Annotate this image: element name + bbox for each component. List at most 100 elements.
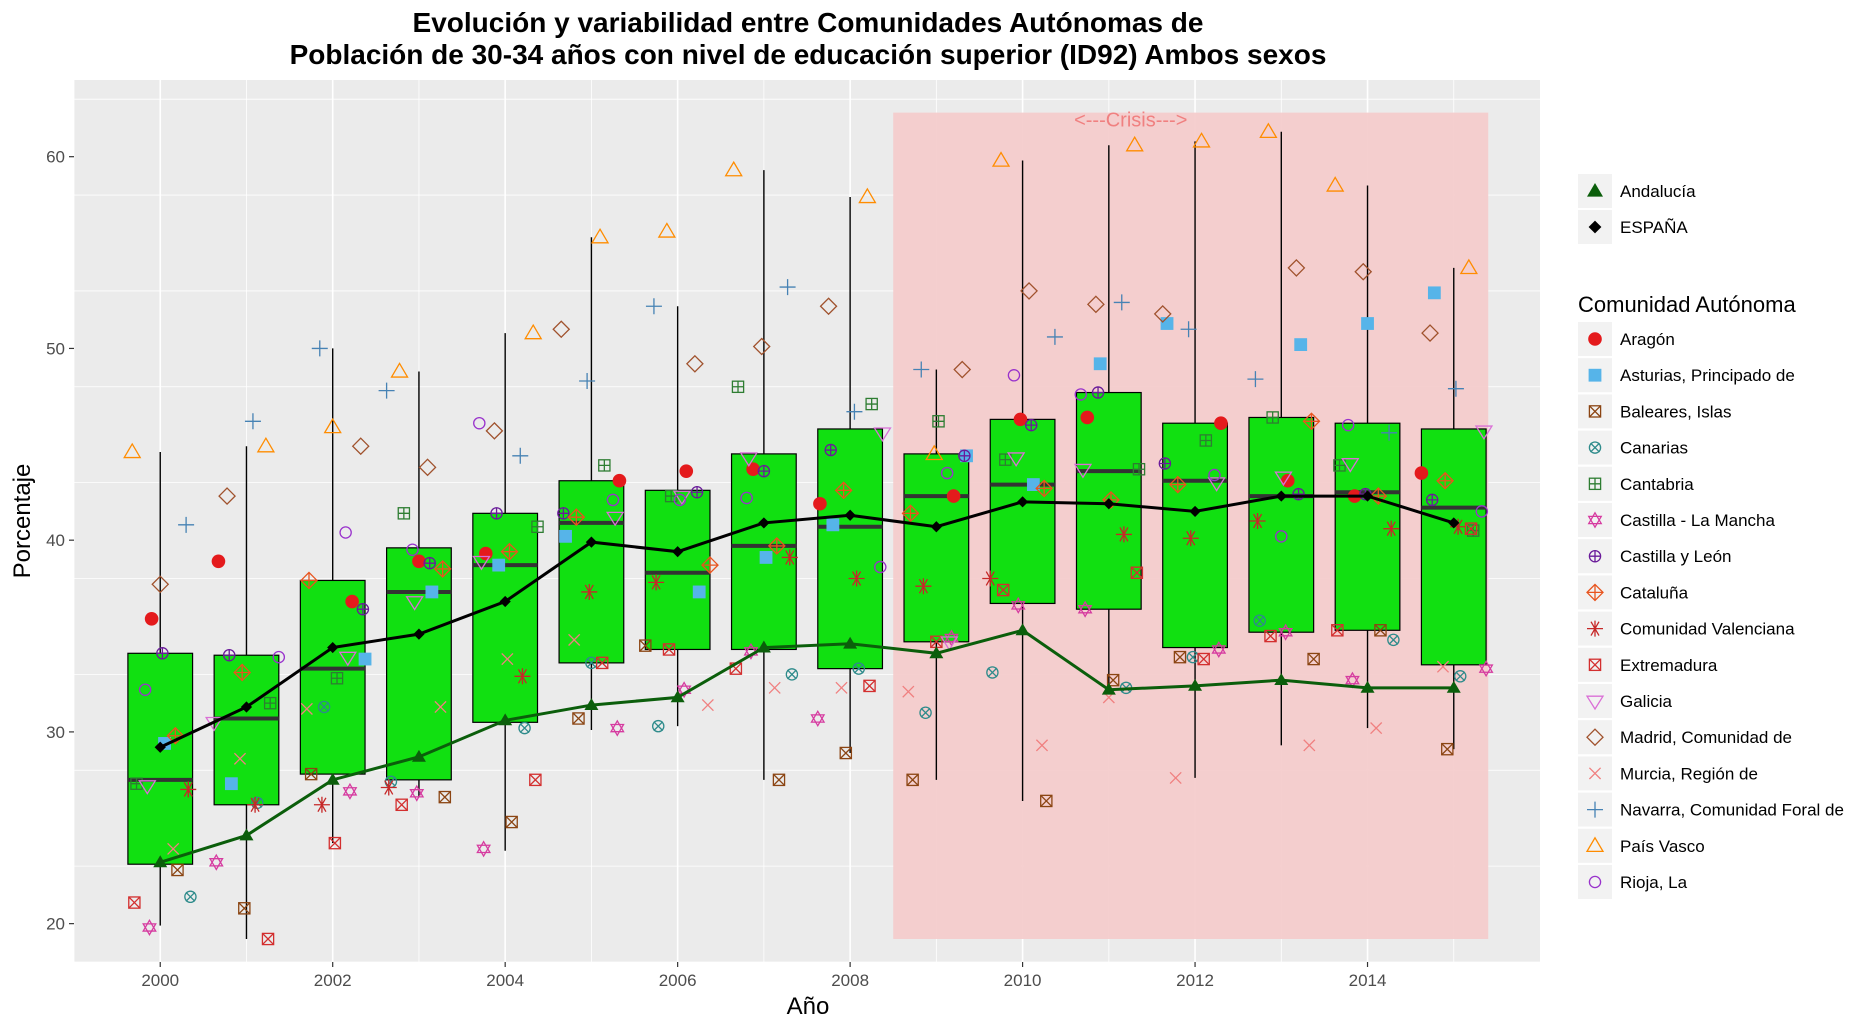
- point-galicia: [605, 511, 625, 527]
- point-extremadura: [529, 773, 542, 787]
- legend: Andalucía ESPAÑA Comunidad Autónoma Aragón A…: [1578, 174, 1844, 899]
- x-tick-label: 2008: [831, 971, 869, 990]
- point-catalu-a: [701, 556, 719, 575]
- point-murcia-regi-n-de: [434, 700, 447, 714]
- point-canarias: [1253, 614, 1266, 627]
- plot-area: <---Crisis--->: [73, 80, 1540, 963]
- point-castilla-y-le-n: [757, 464, 771, 478]
- legend-key-castilla-la-mancha: [1587, 511, 1603, 529]
- point-cantabria: [130, 777, 143, 790]
- point-extremadura: [328, 836, 342, 850]
- box-2015: [1420, 267, 1487, 750]
- point-madrid-comunidad-de: [1421, 324, 1439, 343]
- point-extremadura: [1130, 566, 1144, 580]
- point-comunidad-valenciana: [1249, 513, 1266, 529]
- point-arag-n: [946, 489, 961, 503]
- point-castilla-la-mancha: [1211, 640, 1227, 658]
- point-murcia-regi-n-de: [701, 699, 714, 712]
- point-galicia: [672, 490, 692, 506]
- point-galicia: [1073, 463, 1093, 479]
- legend-key-arag-n: [1588, 332, 1602, 346]
- point-catalu-a: [233, 663, 252, 682]
- point-cantabria: [865, 397, 878, 411]
- point-asturias-principado-de: [559, 529, 572, 543]
- point-baleares-islas: [1307, 652, 1320, 666]
- x-tick-label: 2004: [486, 971, 524, 990]
- legend-key-bg: [1578, 865, 1612, 899]
- point-castilla-la-mancha: [1010, 596, 1026, 614]
- box-iqr: [386, 547, 452, 781]
- legend-label: Baleares, Islas: [1620, 402, 1732, 421]
- point-cantabria: [999, 453, 1012, 466]
- point-extremadura: [863, 679, 876, 693]
- point-galicia: [472, 555, 491, 571]
- line-point-españa: [585, 536, 598, 548]
- point-castilla-y-le-n: [690, 485, 704, 499]
- point-murcia-regi-n-de: [233, 752, 247, 765]
- point-asturias-principado-de: [759, 551, 773, 564]
- point-arag-n: [211, 554, 226, 569]
- point-navarra-comunidad-foral-de: [1113, 294, 1130, 311]
- legend-key-castilla-y-le-n: [1588, 549, 1602, 563]
- legend-label: Castilla - La Mancha: [1620, 511, 1776, 530]
- point-catalu-a: [433, 560, 452, 578]
- point-asturias-principado-de: [425, 585, 439, 599]
- point-pa-s-vasco: [1259, 122, 1278, 139]
- point-navarra-comunidad-foral-de: [645, 298, 662, 315]
- point-asturias-principado-de: [1093, 357, 1107, 371]
- line-point-andalucía: [584, 698, 599, 710]
- legend-key-bg: [1578, 503, 1612, 537]
- point-madrid-comunidad-de: [1153, 305, 1172, 323]
- point-castilla-la-mancha: [409, 784, 425, 802]
- x-tick-label: 2006: [659, 971, 697, 990]
- point-canarias: [518, 721, 531, 735]
- box-iqr: [1334, 422, 1401, 631]
- point-arag-n: [345, 594, 359, 609]
- box-2005: [558, 237, 625, 730]
- legend-key-cantabria: [1588, 477, 1602, 491]
- point-rioja-la: [138, 683, 152, 696]
- point-castilla-y-le-n: [1024, 418, 1038, 432]
- point-rioja-la: [606, 493, 620, 507]
- point-extremadura: [1464, 522, 1478, 535]
- legend-label: Rioja, La: [1620, 873, 1688, 892]
- legend-label: Murcia, Región de: [1620, 764, 1758, 783]
- point-murcia-regi-n-de: [902, 685, 915, 698]
- legend-label: Cataluña: [1620, 583, 1689, 602]
- point-navarra-comunidad-foral-de: [1447, 380, 1464, 397]
- y-axis-title: Porcentaje: [9, 464, 36, 579]
- point-baleares-islas: [639, 639, 652, 652]
- point-pa-s-vasco: [657, 222, 677, 238]
- line-point-españa: [1016, 496, 1029, 508]
- legend-key-madrid-comunidad-de: [1586, 728, 1604, 747]
- x-tick-label: 2012: [1176, 971, 1214, 990]
- legend-label: Aragón: [1620, 330, 1675, 349]
- point-galicia: [1006, 452, 1026, 467]
- point-castilla-la-mancha: [208, 853, 224, 871]
- point-rioja-la: [1475, 505, 1489, 518]
- point-murcia-regi-n-de: [768, 681, 781, 694]
- legend-label: Navarra, Comunidad Foral de: [1620, 801, 1844, 820]
- point-murcia-regi-n-de: [501, 652, 514, 666]
- point-rioja-la: [473, 416, 486, 430]
- point-pa-s-vasco: [123, 442, 142, 459]
- point-navarra-comunidad-foral-de: [1046, 328, 1063, 345]
- point-arag-n: [1214, 416, 1228, 431]
- point-galicia: [138, 780, 157, 795]
- box-iqr: [644, 489, 711, 651]
- point-arag-n: [144, 611, 159, 626]
- legend-label: Canarias: [1620, 439, 1688, 458]
- point-baleares-islas: [238, 902, 251, 915]
- point-baleares-islas: [772, 773, 786, 787]
- legend-key-bg: [1578, 684, 1612, 718]
- box-2009: [903, 369, 970, 780]
- point-navarra-comunidad-foral-de: [1381, 424, 1398, 441]
- line-point-españa: [1189, 505, 1201, 518]
- point-murcia-regi-n-de: [1169, 771, 1182, 784]
- point-catalu-a: [1302, 412, 1321, 431]
- point-castilla-y-le-n: [557, 507, 570, 520]
- point-canarias: [651, 719, 665, 733]
- x-axis-ticks: 2000 2002 2004 2006 2008 2010 2012 2014: [141, 962, 1386, 990]
- point-rioja-la: [1341, 418, 1355, 432]
- point-navarra-comunidad-foral-de: [178, 516, 195, 533]
